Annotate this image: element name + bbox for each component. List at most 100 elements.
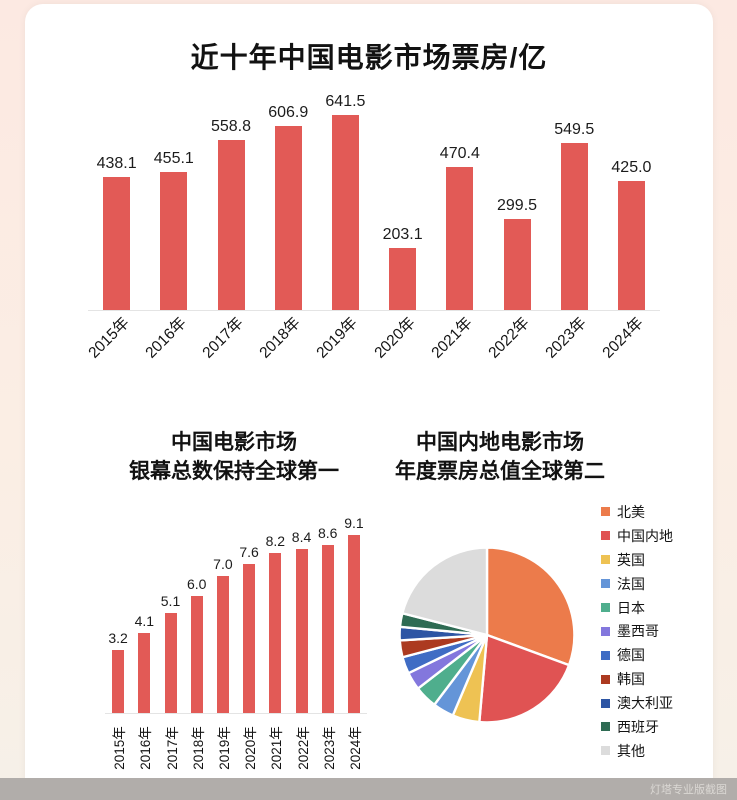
bar: [160, 171, 188, 310]
legend-label: 韩国: [617, 671, 645, 688]
bar: [321, 544, 334, 713]
x-tick-label: 2023年: [321, 726, 337, 770]
legend-label: 德国: [617, 647, 645, 664]
legend-label: 其他: [617, 742, 645, 759]
screens-chart-title-line1: 中国电影市场: [171, 431, 297, 454]
bar-cell: 5.1: [157, 535, 183, 713]
legend-item: 日本: [601, 596, 673, 620]
x-tick-cell: 2015年: [105, 714, 131, 780]
bar-value-label: 8.4: [291, 528, 312, 545]
legend-swatch: [601, 507, 610, 517]
box-office-x-axis: 2015年 2016年 2017年 2018年 2019年 2020年 2021年 2022年…: [85, 311, 660, 373]
legend-item: 澳大利亚: [601, 691, 673, 715]
legend-item: 中国内地: [601, 524, 673, 548]
pie-slice: [485, 546, 576, 667]
pie-slice: [401, 546, 489, 637]
legend-swatch: [601, 579, 610, 589]
x-tick-label: 2015年: [112, 726, 128, 770]
bar-value-label: 455.1: [153, 149, 194, 167]
x-tick-label: 2018年: [190, 726, 206, 770]
bar-cell: 8.4: [288, 529, 314, 713]
x-tick-label: 2020年: [243, 726, 259, 770]
legend-swatch: [601, 603, 610, 612]
bar: [217, 140, 245, 310]
box-office-chart-title: 近十年中国电影市场票房/亿: [190, 42, 548, 73]
x-tick-label: 2019年: [313, 314, 362, 362]
watermark-bar: 灯塔专业版截图: [0, 778, 737, 800]
legend-label: 西班牙: [617, 718, 659, 735]
bar-value-label: 606.9: [268, 103, 309, 121]
legend-label: 中国内地: [617, 527, 673, 544]
bar: [190, 595, 203, 713]
x-tick-label: 2024年: [599, 314, 648, 362]
bar: [560, 142, 588, 310]
bar-cell: 6.0: [184, 535, 210, 713]
bar: [138, 632, 151, 713]
bar: [103, 176, 131, 310]
legend-item: 墨西哥: [601, 619, 673, 643]
bar-cell: 203.1: [374, 115, 431, 310]
x-tick-cell: 2018年: [184, 714, 210, 780]
pie-chart-title: 中国内地电影市场 年度票房总值全球第二: [383, 428, 617, 486]
legend-item: 北美: [601, 500, 673, 524]
x-tick-label: 2021年: [269, 726, 285, 770]
bar: [617, 180, 645, 310]
bar-cell: 9.1: [341, 515, 367, 713]
bar: [295, 548, 308, 713]
x-tick-cell: 2016年: [131, 714, 157, 780]
x-tick-label: 2017年: [164, 726, 180, 770]
bar-value-label: 3.2: [108, 630, 128, 647]
bar: [331, 115, 359, 310]
legend-swatch: [601, 555, 610, 565]
x-tick-cell: 2019年: [210, 714, 236, 780]
x-tick-cell: 2024年: [341, 714, 367, 780]
bar: [503, 218, 531, 310]
legend-item: 西班牙: [601, 715, 673, 739]
bar-value-label: 470.4: [439, 145, 480, 163]
bar-value-label: 7.6: [239, 544, 259, 561]
x-tick-cell: 2017年: [199, 311, 259, 373]
bar-cell: 7.6: [236, 535, 262, 713]
bar-value-label: 299.5: [497, 196, 538, 214]
x-tick-label: 2015年: [84, 314, 133, 362]
bar-value-label: 425.0: [611, 158, 652, 176]
x-tick-cell: 2024年: [600, 311, 660, 373]
legend-swatch: [601, 746, 610, 756]
bar-value-label: 7.0: [213, 556, 233, 573]
x-tick-cell: 2016年: [142, 311, 202, 373]
bar-value-label: 9.1: [344, 515, 364, 531]
legend-label: 日本: [617, 599, 645, 616]
x-tick-label: 2016年: [142, 314, 190, 362]
x-tick-label: 2019年: [216, 726, 232, 770]
screens-bar-chart: 3.2 4.1 5.1 6.0 7.0 7.6 8.2 8.4 8.6 9.1: [105, 515, 367, 714]
x-tick-label: 2022年: [485, 314, 533, 362]
watermark-text: 灯塔专业版截图: [650, 784, 727, 796]
screens-chart-title-line2: 银幕总数保持全球第一: [129, 460, 339, 483]
x-tick-cell: 2018年: [257, 311, 317, 373]
legend-item: 德国: [601, 643, 673, 667]
bar-value-label: 558.8: [210, 118, 252, 136]
legend-swatch: [601, 674, 610, 684]
legend-item: 韩国: [601, 667, 673, 691]
bar-value-label: 549.5: [554, 120, 595, 138]
bar-cell: 558.8: [202, 115, 259, 310]
x-tick-label: 2023年: [542, 314, 590, 362]
bar: [274, 125, 302, 310]
legend-label: 北美: [617, 503, 645, 520]
legend-label: 英国: [617, 551, 645, 568]
x-tick-label: 2016年: [138, 726, 154, 770]
bar: [164, 613, 177, 713]
bar-value-label: 6.0: [186, 575, 207, 592]
bar-cell: 438.1: [88, 115, 145, 310]
x-tick-cell: 2015年: [85, 311, 145, 373]
bar: [269, 552, 282, 713]
pie-svg: [398, 546, 576, 724]
legend-swatch: [601, 650, 610, 660]
bar-value-label: 8.2: [265, 532, 286, 549]
bar-cell: 8.2: [262, 533, 288, 713]
x-tick-cell: 2021年: [262, 714, 288, 780]
bar: [446, 167, 474, 310]
screens-chart-title: 中国电影市场 银幕总数保持全球第一: [84, 428, 384, 486]
box-office-bar-chart: 438.1 455.1 558.8 606.9 641.5 203.1 470.4 299.5…: [88, 93, 660, 311]
bar-cell: 549.5: [546, 115, 603, 310]
